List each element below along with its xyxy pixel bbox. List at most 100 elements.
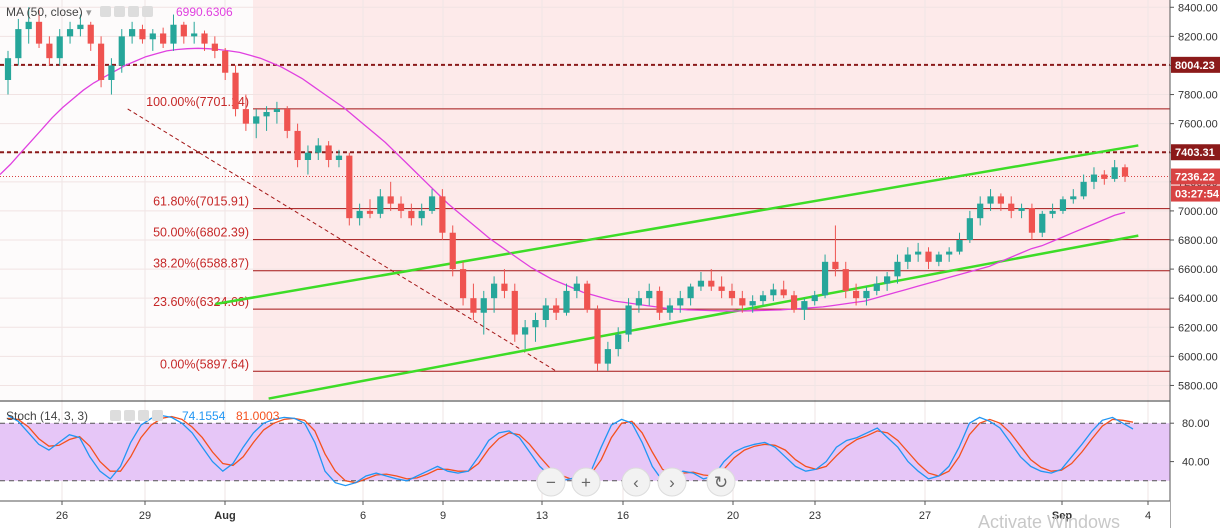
watermark-text: Activate Windows	[978, 512, 1120, 528]
price-tick-label: 8400.00	[1178, 2, 1218, 14]
channel-lower-line[interactable]	[268, 234, 1139, 400]
candle	[449, 225, 456, 277]
time-tick-label: 9	[440, 510, 446, 522]
stoch-legend: Stoch (14, 3, 3) 74.1554 81.0003	[6, 409, 280, 423]
candle	[977, 196, 984, 226]
candle	[635, 290, 643, 313]
stoch-tick-label: 80.00	[1182, 418, 1210, 430]
legend-toolbar[interactable]: ▾	[86, 6, 153, 19]
candle	[180, 21, 187, 44]
candle	[946, 247, 953, 262]
candle	[418, 203, 425, 226]
candle	[1111, 160, 1118, 182]
time-tick-label: 20	[727, 510, 739, 522]
candle	[222, 48, 229, 80]
candle	[1028, 203, 1036, 240]
candle	[604, 341, 611, 371]
candle	[925, 247, 932, 270]
candle	[790, 290, 798, 313]
candle	[997, 193, 1004, 211]
candle	[356, 203, 363, 226]
candle	[170, 14, 177, 51]
price-tick-label: 6400.00	[1178, 293, 1218, 305]
price-tick-label: 6200.00	[1178, 322, 1218, 334]
eye-icon[interactable]	[110, 410, 121, 421]
candle	[594, 305, 601, 371]
chevron-down-icon[interactable]: ▾	[86, 7, 92, 19]
channel-upper-line[interactable]	[215, 144, 1139, 306]
zoom-out-button[interactable]: −	[536, 467, 566, 497]
candle	[884, 272, 891, 291]
reset-button[interactable]: ↻	[706, 467, 736, 497]
candle	[811, 290, 818, 306]
candle	[4, 50, 12, 95]
time-tick-label: 6	[360, 510, 366, 522]
candle	[987, 189, 994, 211]
candle	[129, 21, 136, 44]
candle	[377, 189, 384, 219]
candle	[904, 247, 911, 270]
scroll-left-button[interactable]: ‹	[621, 467, 651, 497]
candle	[25, 7, 32, 44]
more-icon[interactable]	[128, 6, 139, 17]
eye-icon[interactable]	[100, 6, 111, 17]
scroll-right-button[interactable]: ›	[657, 467, 687, 497]
candle	[253, 109, 260, 139]
time-tick-label: 27	[919, 510, 931, 522]
candle	[625, 298, 632, 342]
gear-icon[interactable]	[114, 6, 125, 17]
candle	[563, 283, 570, 316]
gear-icon[interactable]	[124, 410, 135, 421]
stoch-legend-label: Stoch (14, 3, 3)	[6, 409, 88, 423]
price-tick-label: 8200.00	[1178, 31, 1218, 43]
candle	[894, 254, 901, 284]
candle	[749, 295, 756, 313]
candle	[511, 283, 518, 342]
candle	[335, 149, 343, 168]
candle	[201, 30, 208, 51]
candle	[584, 280, 591, 313]
reset-icon: ↻	[714, 473, 728, 492]
price-axis: 5800.00 6000.00 6200.00 6400.00 6600.00 6800.…	[1169, 0, 1220, 528]
price-axis-bg	[1170, 0, 1220, 528]
price-badge-label: 8004.23	[1175, 60, 1215, 72]
close-icon[interactable]	[142, 6, 153, 17]
candle	[439, 189, 446, 240]
fib-level-label: 38.20%(6588.87)	[153, 257, 249, 271]
candle	[863, 286, 870, 306]
candle	[470, 283, 477, 320]
candle	[852, 283, 860, 306]
price-pane[interactable]: 100.00%(7701.14) 61.80%(7015.91) 50.00%(68…	[0, 0, 1170, 500]
candle	[387, 181, 394, 211]
candle	[1059, 196, 1067, 214]
ma-line	[0, 47, 1126, 312]
candle	[728, 283, 736, 306]
candle	[697, 272, 705, 291]
candle	[708, 269, 715, 291]
candle	[315, 138, 322, 160]
scroll-left-icon: ‹	[633, 473, 639, 492]
candle	[149, 29, 156, 51]
candle	[97, 36, 105, 88]
more-icon[interactable]	[138, 410, 149, 421]
candle	[15, 18, 22, 66]
candle	[956, 232, 963, 255]
price-badge: 03:27:54	[1171, 185, 1220, 202]
time-tick-label: 26	[56, 510, 68, 522]
candle	[408, 203, 415, 226]
candle	[325, 141, 332, 168]
price-tick-label: 7800.00	[1178, 90, 1218, 102]
close-icon[interactable]	[152, 410, 163, 421]
candle	[87, 21, 94, 51]
fib-level-label: 23.60%(6324.68)	[153, 295, 249, 309]
candle	[842, 261, 849, 299]
zoom-in-button[interactable]: +	[571, 467, 601, 497]
price-badge: 8004.23	[1171, 56, 1220, 73]
candle	[273, 101, 281, 124]
candle	[1070, 189, 1077, 204]
chart-controls[interactable]: − + ‹ › ↻	[536, 467, 736, 497]
stoch-legend-toolbar[interactable]	[110, 410, 163, 421]
candle	[397, 196, 405, 219]
candle	[480, 290, 487, 335]
